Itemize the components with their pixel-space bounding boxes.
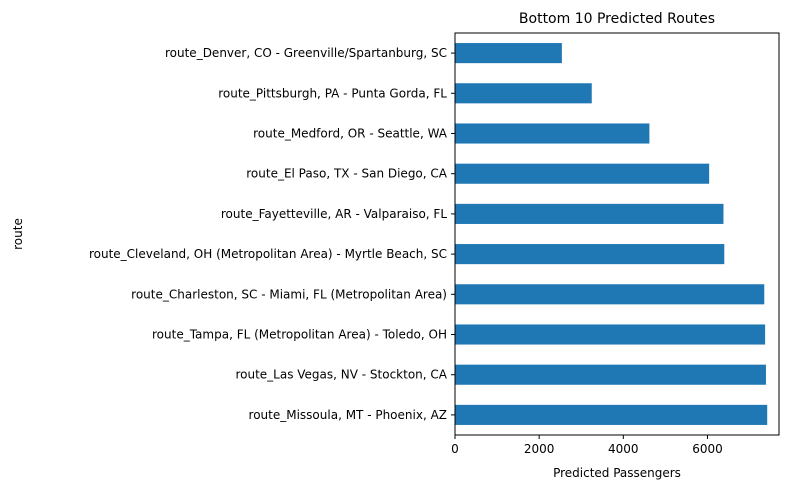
x-tick-label: 4000 bbox=[608, 442, 639, 456]
bar bbox=[455, 324, 766, 345]
y-tick-label: route_Fayetteville, AR - Valparaiso, FL bbox=[221, 207, 447, 221]
y-tick-label: route_Las Vegas, NV - Stockton, CA bbox=[235, 368, 447, 382]
bars-group bbox=[455, 43, 768, 425]
x-tick-label: 6000 bbox=[692, 442, 723, 456]
x-tick-label: 0 bbox=[451, 442, 459, 456]
chart-title: Bottom 10 Predicted Routes bbox=[519, 11, 715, 27]
bar bbox=[455, 123, 650, 144]
x-ticks-group: 0 2000 4000 6000 bbox=[451, 435, 723, 456]
bar bbox=[455, 284, 765, 305]
bar bbox=[455, 163, 710, 184]
y-tick-label: route_Missoula, MT - Phoenix, AZ bbox=[249, 408, 447, 422]
y-tick-label: route_Medford, OR - Seattle, WA bbox=[253, 127, 448, 141]
bar bbox=[455, 364, 766, 385]
y-tick-label: route_Denver, CO - Greenville/Spartanbur… bbox=[165, 46, 447, 60]
y-tick-label: route_Cleveland, OH (Metropolitan Area) … bbox=[89, 247, 447, 261]
bar bbox=[455, 404, 768, 425]
bar bbox=[455, 83, 592, 104]
y-axis-title: route bbox=[11, 218, 25, 250]
y-ticks-group: route_Denver, CO - Greenville/Spartanbur… bbox=[89, 46, 455, 422]
bar bbox=[455, 203, 724, 224]
y-tick-label: route_Pittsburgh, PA - Punta Gorda, FL bbox=[218, 86, 447, 100]
y-tick-label: route_Tampa, FL (Metropolitan Area) - To… bbox=[152, 328, 447, 342]
x-axis-title: Predicted Passengers bbox=[553, 466, 681, 480]
plot-frame bbox=[454, 32, 780, 436]
bar bbox=[455, 43, 562, 64]
y-tick-label: route_El Paso, TX - San Diego, CA bbox=[246, 167, 448, 181]
y-tick-label: route_Charleston, SC - Miami, FL (Metrop… bbox=[131, 287, 447, 301]
bar bbox=[455, 244, 725, 265]
x-tick-label: 2000 bbox=[524, 442, 555, 456]
